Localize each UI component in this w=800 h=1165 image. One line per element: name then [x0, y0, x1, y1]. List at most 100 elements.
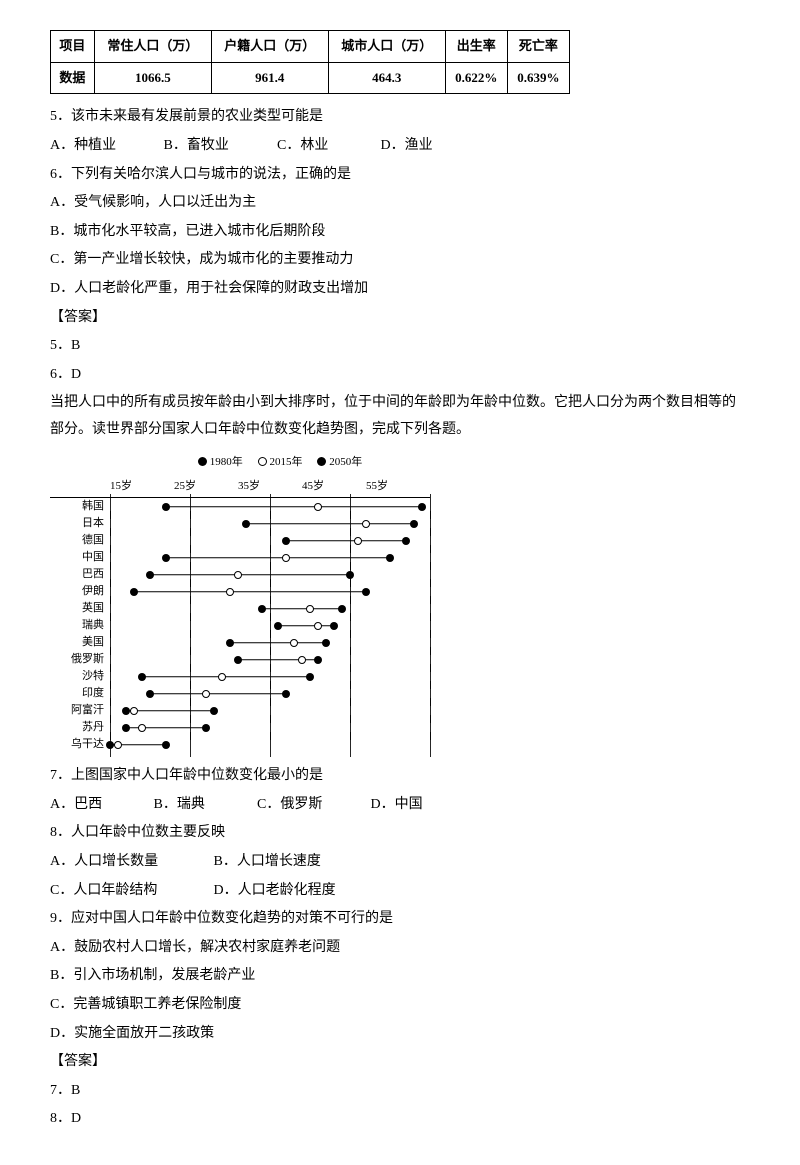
marker-2050 [282, 690, 290, 698]
marker-1980 [146, 690, 154, 698]
marker-2050 [162, 741, 170, 749]
marker-2015 [306, 605, 314, 613]
legend-2015: 2015年 [258, 452, 303, 473]
marker-1980 [146, 571, 154, 579]
marker-1980 [242, 520, 250, 528]
marker-2015 [298, 656, 306, 664]
answer-6: 6．D [50, 362, 745, 389]
axis-15: 15岁 [110, 476, 174, 497]
q5-stem: 5．该市未来最有发展前景的农业类型可能是 [50, 104, 745, 131]
legend-2050: 2050年 [317, 452, 362, 473]
grid-line [270, 732, 271, 757]
q7-d: D．中国 [371, 792, 423, 819]
marker-1980 [106, 741, 114, 749]
answer-8: 8．D [50, 1106, 745, 1133]
chart-row: 乌干达 [50, 736, 430, 753]
marker-2050 [314, 656, 322, 664]
q6-b: B．城市化水平较高，已进入城市化后期阶段 [50, 219, 745, 246]
td-3: 0.622% [445, 62, 507, 94]
q5-c: C．林业 [277, 133, 377, 160]
dumbbell-line [230, 642, 326, 644]
dumbbell-line [150, 693, 286, 695]
marker-1980 [234, 656, 242, 664]
solid-dot-icon [317, 457, 326, 466]
marker-2015 [202, 690, 210, 698]
dumbbell-line [278, 625, 334, 627]
q5-a: A．种植业 [50, 133, 160, 160]
grid-line [350, 732, 351, 757]
q9-b: B．引入市场机制，发展老龄产业 [50, 963, 745, 990]
grid-line [430, 732, 431, 757]
answer-label-56: 【答案】 [50, 305, 745, 332]
marker-1980 [274, 622, 282, 630]
dumbbell-line [262, 608, 342, 610]
marker-1980 [162, 503, 170, 511]
marker-1980 [122, 707, 130, 715]
passage2-p1: 当把人口中的所有成员按年龄由小到大排序时，位于中间的年龄即为年龄中位数。它把人口… [50, 390, 745, 443]
q7-c: C．俄罗斯 [257, 792, 367, 819]
marker-2015 [354, 537, 362, 545]
q5-options: A．种植业 B．畜牧业 C．林业 D．渔业 [50, 133, 745, 160]
q5-b: B．畜牧业 [164, 133, 274, 160]
population-table: 项目 常住人口（万） 户籍人口（万） 城市人口（万） 出生率 死亡率 数据 10… [50, 30, 570, 94]
td-2: 464.3 [328, 62, 445, 94]
marker-2050 [210, 707, 218, 715]
marker-2015 [130, 707, 138, 715]
marker-2050 [346, 571, 354, 579]
axis-25: 25岁 [174, 476, 238, 497]
q9-stem: 9．应对中国人口年龄中位数变化趋势的对策不可行的是 [50, 906, 745, 933]
q8-options-2: C．人口年龄结构 D．人口老龄化程度 [50, 878, 745, 905]
marker-2015 [234, 571, 242, 579]
q6-d: D．人口老龄化严重，用于社会保障的财政支出增加 [50, 276, 745, 303]
marker-1980 [226, 639, 234, 647]
q8-options-1: A．人口增长数量 B．人口增长速度 [50, 849, 745, 876]
marker-1980 [258, 605, 266, 613]
marker-2015 [314, 622, 322, 630]
marker-2015 [290, 639, 298, 647]
q9-c: C．完善城镇职工养老保险制度 [50, 992, 745, 1019]
th-urban: 城市人口（万） [328, 31, 445, 63]
q5-d: D．渔业 [381, 133, 433, 160]
dumbbell-line [246, 523, 414, 525]
q8-b: B．人口增长速度 [214, 849, 321, 876]
chart-legend: 1980年 2015年 2050年 [50, 452, 430, 475]
marker-1980 [282, 537, 290, 545]
marker-2015 [114, 741, 122, 749]
td-4: 0.639% [507, 62, 569, 94]
marker-2015 [362, 520, 370, 528]
open-dot-icon [258, 457, 267, 466]
q7-a: A．巴西 [50, 792, 150, 819]
marker-2015 [314, 503, 322, 511]
chart-row-label: 乌干达 [50, 734, 110, 755]
dumbbell-line [142, 676, 310, 678]
q9-d: D．实施全面放开二孩政策 [50, 1021, 745, 1048]
q7-b: B．瑞典 [154, 792, 254, 819]
dumbbell-line [166, 506, 422, 508]
answer-label-789: 【答案】 [50, 1049, 745, 1076]
marker-1980 [130, 588, 138, 596]
dumbbell-line [150, 574, 350, 576]
chart-track [110, 736, 430, 753]
marker-2050 [418, 503, 426, 511]
q7-options: A．巴西 B．瑞典 C．俄罗斯 D．中国 [50, 792, 745, 819]
marker-1980 [122, 724, 130, 732]
answer-7: 7．B [50, 1078, 745, 1105]
dumbbell-line [166, 557, 390, 559]
axis-45: 45岁 [302, 476, 366, 497]
chart-axis: 15岁 25岁 35岁 45岁 55岁 [50, 476, 430, 498]
q8-d: D．人口老龄化程度 [214, 878, 336, 905]
marker-2050 [410, 520, 418, 528]
marker-2050 [202, 724, 210, 732]
solid-dot-icon [198, 457, 207, 466]
marker-2015 [282, 554, 290, 562]
dumbbell-line [126, 710, 214, 712]
answer-5: 5．B [50, 333, 745, 360]
marker-2050 [306, 673, 314, 681]
td-label: 数据 [51, 62, 95, 94]
q6-c: C．第一产业增长较快，成为城市化的主要推动力 [50, 247, 745, 274]
axis-55: 55岁 [366, 476, 430, 497]
th-item: 项目 [51, 31, 95, 63]
th-birth: 出生率 [445, 31, 507, 63]
q7-stem: 7．上图国家中人口年龄中位数变化最小的是 [50, 763, 745, 790]
q8-a: A．人口增长数量 [50, 849, 210, 876]
